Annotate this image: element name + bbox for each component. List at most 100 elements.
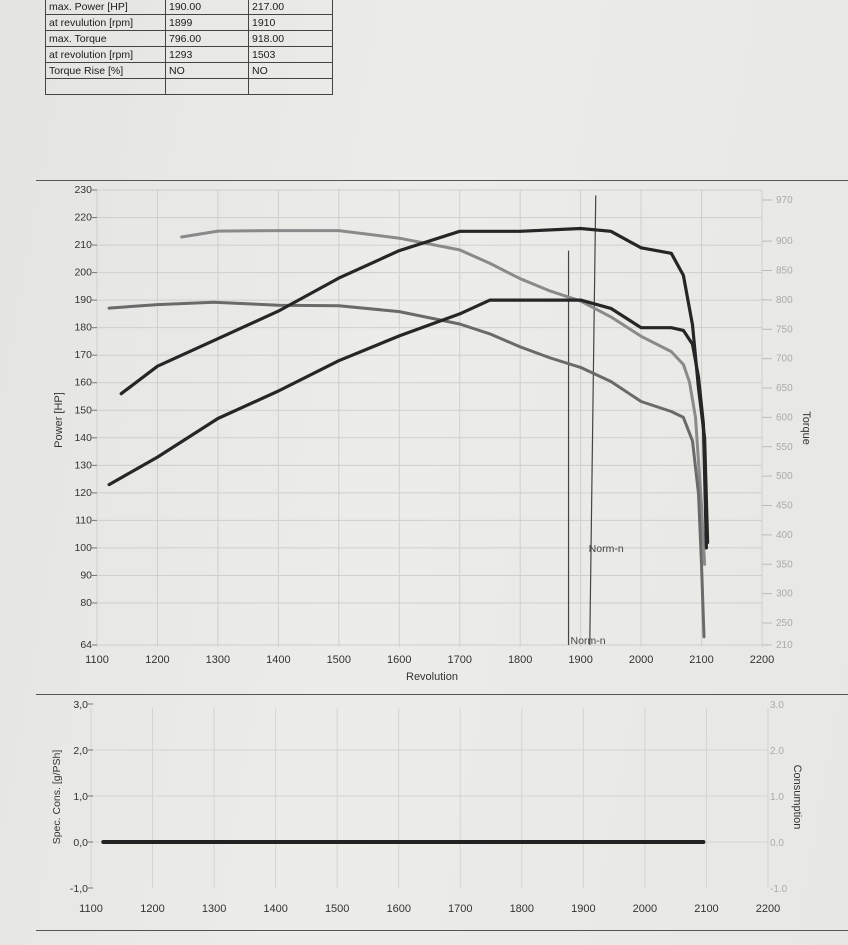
power-tick-label: 80 <box>80 597 92 609</box>
x-tick-label: 2000 <box>629 654 653 666</box>
torque-tick-label: 800 <box>776 295 793 306</box>
x-tick-label: 1700 <box>448 903 472 915</box>
torque-tick-label: 900 <box>776 236 793 247</box>
consumption-tick-label: 1,0 <box>73 791 88 803</box>
power-torque-series <box>107 226 710 639</box>
torque-curve-1 <box>107 300 706 639</box>
x-tick-label: 2200 <box>750 654 774 666</box>
x-tick-label: 1800 <box>508 654 532 666</box>
power-curve-2 <box>119 226 710 544</box>
consumption-labels: Spec. Cons. [g/PSh] Consumption <box>51 750 803 845</box>
summary-cell: at revolution [rpm] <box>45 46 166 63</box>
consumption-right-tick-label: 3.0 <box>770 700 784 711</box>
summary-cell: max. Power [HP] <box>45 0 166 15</box>
power-tick-label: 120 <box>74 487 92 499</box>
consumption-tick-label: -1,0 <box>70 883 88 895</box>
x-tick-label: 1900 <box>571 903 595 915</box>
x-tick-label: 1500 <box>325 903 349 915</box>
power-tick-label: 100 <box>74 542 92 554</box>
x-tick-label: 1100 <box>79 903 103 915</box>
power-tick-label: 130 <box>74 459 92 471</box>
torque-tick-label: 550 <box>776 442 793 453</box>
power-tick-label: 170 <box>74 349 92 361</box>
torque-tick-label: 700 <box>776 354 793 365</box>
summary-cell: 1503 <box>248 46 333 63</box>
norm-n-line <box>589 195 597 646</box>
power-tick-label: 190 <box>74 294 92 306</box>
summary-row: Torque Rise [%] NO NO <box>45 62 333 79</box>
torque-tick-label: 450 <box>776 501 793 512</box>
power-torque-chart: 64 80 90 100 110 120 130 140 150 160 170 180 190 200 2… <box>53 184 812 683</box>
consumption-tick-label: 3,0 <box>73 699 88 711</box>
x-axis-label: Revolution <box>406 671 458 683</box>
x-tick-label: 1200 <box>140 903 164 915</box>
norm-n-annotation: Norm-n <box>571 635 606 647</box>
power-tick-label: 200 <box>74 267 92 279</box>
power-tick-label: 220 <box>74 212 92 224</box>
x-tick-label: 1800 <box>510 903 534 915</box>
power-tick-label: 230 <box>74 184 92 196</box>
power-torque-axes: 64 80 90 100 110 120 130 140 150 160 170 180 190 200 2… <box>74 184 793 666</box>
torque-tick-label: 210 <box>776 640 793 651</box>
power-tick-label: 64 <box>80 639 92 651</box>
consumption-right-tick-label: 1.0 <box>770 792 784 803</box>
torque-tick-label: 850 <box>776 266 793 277</box>
x-tick-label: 1900 <box>568 654 592 666</box>
power-torque-labels: Revolution Power [HP] Torque Norm-n Norm-n <box>53 392 812 683</box>
torque-tick-label: 600 <box>776 412 793 423</box>
power-tick-label: 140 <box>74 432 92 444</box>
summary-cell: Torque Rise [%] <box>45 62 166 79</box>
consumption-tick-label: 2,0 <box>73 745 88 757</box>
summary-cell <box>248 78 333 95</box>
power-tick-label: 210 <box>74 239 92 251</box>
torque-axis-label: Torque <box>800 411 812 445</box>
x-tick-label: 1400 <box>263 903 287 915</box>
consumption-right-axis-label: Consumption <box>791 765 803 830</box>
torque-tick-label: 350 <box>776 559 793 570</box>
x-tick-label: 1600 <box>386 903 410 915</box>
power-tick-label: 180 <box>74 322 92 334</box>
torque-tick-label: 970 <box>776 195 793 206</box>
summary-row <box>45 78 333 95</box>
x-tick-label: 1700 <box>447 654 471 666</box>
consumption-right-tick-label: 2.0 <box>770 746 784 757</box>
summary-cell: 217.00 <box>248 0 333 15</box>
x-tick-label: 1100 <box>85 654 109 666</box>
chart-panel-top-border <box>36 180 848 181</box>
torque-tick-label: 750 <box>776 324 793 335</box>
x-tick-label: 1300 <box>206 654 230 666</box>
consumption-axis-label: Spec. Cons. [g/PSh] <box>51 750 63 845</box>
x-tick-label: 1600 <box>387 654 411 666</box>
torque-curve-0 <box>180 229 707 566</box>
torque-tick-label: 500 <box>776 471 793 482</box>
summary-row: max. Torque 796.00 918.00 <box>45 30 333 47</box>
torque-tick-label: 300 <box>776 589 793 600</box>
power-tick-label: 110 <box>75 514 92 526</box>
x-tick-label: 2100 <box>694 903 718 915</box>
consumption-panel-bottom-border <box>36 930 848 931</box>
x-tick-label: 1300 <box>202 903 226 915</box>
torque-tick-label: 250 <box>776 618 793 629</box>
x-tick-label: 1400 <box>266 654 290 666</box>
norm-n-lines <box>567 195 597 646</box>
power-tick-label: 90 <box>80 569 92 581</box>
x-tick-label: 2000 <box>633 903 657 915</box>
x-tick-label: 2100 <box>689 654 713 666</box>
consumption-grid <box>90 708 769 888</box>
consumption-panel-top-border <box>36 694 848 695</box>
x-tick-label: 1200 <box>145 654 169 666</box>
torque-tick-label: 400 <box>776 530 793 541</box>
consumption-tick-label: 0,0 <box>73 837 88 849</box>
x-tick-label: 2200 <box>756 903 780 915</box>
consumption-axes: -1,0 0,0 1,0 2,0 3,0 -1.0 0.0 1.0 2.0 3.0 1100 1200… <box>70 699 788 915</box>
summary-row: at revolution [rpm] 1293 1503 <box>45 46 333 63</box>
torque-tick-label: 650 <box>776 383 793 394</box>
power-tick-label: 160 <box>74 377 92 389</box>
consumption-right-tick-label: 0.0 <box>770 838 784 849</box>
summary-table: max. Power [HP] 190.00 217.00 at revulution… <box>45 0 333 95</box>
power-curve-3 <box>107 298 708 550</box>
power-axis-label: Power [HP] <box>53 392 65 448</box>
summary-cell: max. Torque <box>45 30 166 47</box>
